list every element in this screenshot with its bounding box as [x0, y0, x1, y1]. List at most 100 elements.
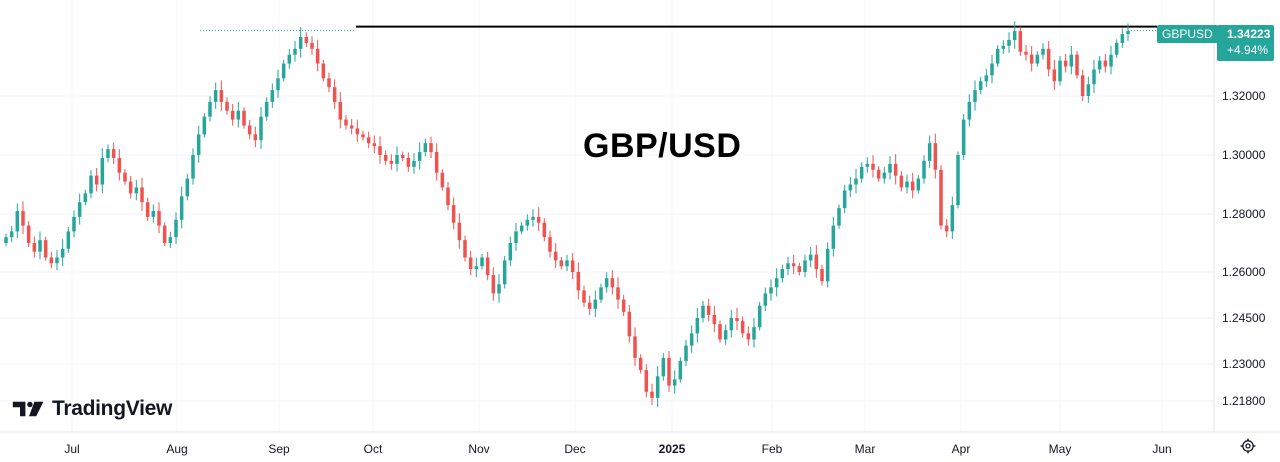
candle-body — [1080, 75, 1085, 96]
candle-body — [570, 260, 575, 272]
candle-body — [667, 357, 671, 386]
resistance-line-group — [200, 25, 1214, 32]
x-tick-label: Dec — [564, 442, 585, 456]
candle-body — [599, 287, 603, 300]
candle-body — [905, 181, 909, 188]
change-percent: +4.94% — [1227, 43, 1269, 57]
candle-body — [752, 327, 756, 340]
candle-body — [1024, 51, 1028, 55]
x-tick-label: Jul — [64, 442, 79, 456]
candle-body — [559, 260, 564, 267]
candle-body — [831, 225, 836, 249]
candle-body — [174, 219, 178, 238]
candle-body — [1063, 60, 1068, 67]
candle-body — [361, 134, 365, 138]
candle-body — [1114, 42, 1119, 55]
candle-body — [769, 287, 773, 294]
candle-body — [587, 302, 592, 309]
candle-body — [718, 324, 722, 340]
candle-body — [151, 211, 156, 217]
candle-body — [791, 263, 796, 267]
candle-body — [627, 311, 632, 337]
candle-body — [49, 257, 54, 264]
candle-body — [395, 155, 399, 164]
candle-body — [525, 219, 530, 226]
candlestick-series — [4, 21, 1130, 408]
candle-body — [100, 157, 105, 185]
candle-body — [55, 257, 59, 264]
candle-body — [678, 360, 683, 380]
candle-body — [842, 190, 847, 209]
candle-body — [468, 257, 473, 270]
candle-body — [276, 78, 280, 91]
candle-body — [633, 336, 637, 358]
candle-body — [780, 269, 785, 279]
candle-body — [882, 172, 887, 179]
brand-name: TradingView — [52, 397, 173, 420]
candle-body — [548, 237, 552, 252]
candle-body — [202, 116, 207, 135]
candle-body — [1058, 60, 1062, 82]
candle-body — [984, 75, 989, 82]
candle-body — [457, 222, 462, 241]
candle-body — [366, 137, 371, 144]
chart-title: GBP/USD — [583, 127, 742, 165]
candle-body — [1052, 69, 1057, 82]
candle-body — [786, 263, 790, 270]
candle-body — [808, 254, 813, 261]
candle-body — [746, 333, 751, 340]
y-tick-label: 1.24500 — [1222, 311, 1266, 325]
candle-body — [440, 172, 445, 188]
candle-body — [412, 160, 416, 167]
candle-body — [757, 305, 762, 328]
candle-body — [191, 155, 195, 179]
x-tick-label: Aug — [166, 442, 187, 456]
candle-body — [582, 290, 586, 303]
candle-body — [876, 169, 881, 179]
candle-body — [729, 318, 734, 331]
candle-body — [321, 63, 326, 79]
candle-body — [893, 163, 898, 176]
candle-body — [967, 101, 972, 120]
candle-body — [429, 143, 433, 153]
candle-body — [1012, 31, 1017, 40]
candle-body — [497, 284, 501, 294]
candle-body — [423, 143, 428, 153]
candle-body — [32, 243, 37, 252]
x-tick-label: Sep — [268, 442, 290, 456]
candle-body — [956, 155, 960, 206]
candle-body — [1109, 54, 1113, 67]
candle-body — [446, 187, 450, 206]
candle-body — [888, 163, 892, 173]
settings-gear-icon[interactable] — [1240, 438, 1256, 454]
candle-body — [389, 160, 394, 164]
candle-body — [26, 225, 31, 243]
candle-body — [1046, 48, 1051, 70]
candle-body — [463, 240, 467, 258]
candle-body — [355, 128, 360, 135]
candle-body — [519, 225, 524, 232]
candle-body — [848, 184, 853, 191]
candle-body — [225, 101, 229, 111]
candle-body — [451, 205, 456, 223]
candle-body — [933, 143, 938, 170]
candle-body — [701, 305, 705, 318]
candle-body — [332, 87, 337, 102]
symbol-badge: GBPUSD — [1157, 25, 1218, 43]
candle-body — [474, 266, 479, 270]
candle-body — [514, 231, 518, 243]
y-tick-label: 1.26000 — [1222, 265, 1266, 279]
candle-body — [213, 90, 218, 102]
candle-body — [508, 243, 513, 261]
candle-body — [774, 278, 779, 288]
x-tick-label: Jun — [1152, 442, 1171, 456]
candle-body — [740, 321, 745, 334]
candle-body — [83, 193, 88, 203]
x-tick-label: Mar — [855, 442, 876, 456]
candle-body — [803, 260, 807, 272]
candle-body — [383, 155, 388, 161]
candle-body — [1086, 84, 1091, 96]
grid-lines — [0, 95, 1214, 402]
candle-body — [735, 318, 739, 322]
